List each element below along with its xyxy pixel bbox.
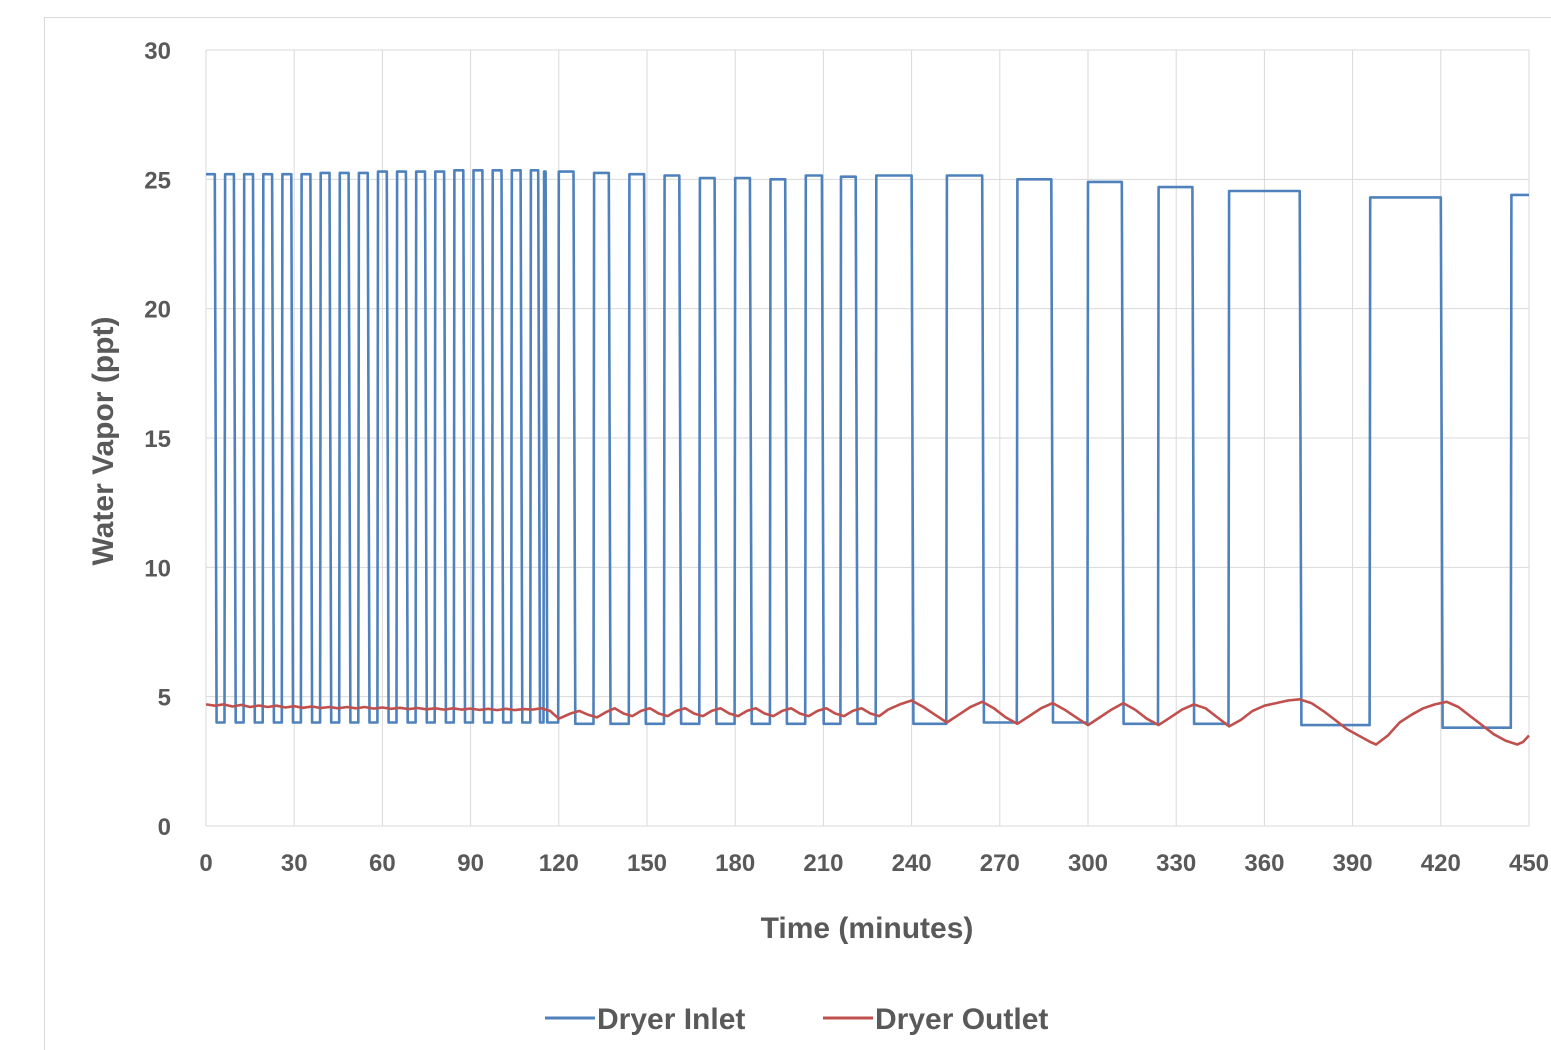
y-axis-title: Water Vapor (ppt) [87, 317, 120, 566]
series-line-dryer-outlet [206, 699, 1529, 744]
x-tick-label: 330 [1156, 850, 1196, 877]
legend-label-dryer-inlet: Dryer Inlet [597, 1003, 745, 1036]
x-axis-title: Time (minutes) [761, 912, 974, 945]
x-tick-label: 390 [1333, 850, 1373, 877]
series-line-dryer-inlet [206, 170, 1529, 727]
series-lines [206, 170, 1529, 744]
x-tick-label: 60 [369, 850, 396, 877]
legend-label-dryer-outlet: Dryer Outlet [875, 1003, 1048, 1036]
y-tick-label: 10 [144, 555, 171, 582]
y-tick-label: 25 [144, 167, 171, 194]
x-tick-label: 180 [715, 850, 755, 877]
x-tick-label: 0 [199, 850, 212, 877]
x-tick-label: 450 [1509, 850, 1549, 877]
x-tick-label: 420 [1421, 850, 1461, 877]
x-tick-label: 270 [980, 850, 1020, 877]
x-tick-label: 360 [1244, 850, 1284, 877]
x-tick-label: 210 [803, 850, 843, 877]
x-tick-label: 240 [892, 850, 932, 877]
y-tick-label: 30 [144, 38, 171, 65]
y-tick-label: 15 [144, 426, 171, 453]
x-axis-tick-labels: 0 30 60 90 120 150 180 210 240 270 300 330 360 390 420… [199, 850, 1549, 877]
x-tick-label: 90 [457, 850, 484, 877]
x-tick-label: 120 [539, 850, 579, 877]
y-tick-label: 20 [144, 297, 171, 324]
y-axis-tick-labels: 0 5 10 15 20 25 30 [144, 38, 171, 841]
x-tick-label: 150 [627, 850, 667, 877]
legend: Dryer Inlet Dryer Outlet [545, 1003, 1048, 1036]
y-tick-label: 0 [158, 814, 171, 841]
y-tick-label: 5 [158, 685, 171, 712]
x-tick-label: 30 [281, 850, 308, 877]
x-tick-label: 300 [1068, 850, 1108, 877]
